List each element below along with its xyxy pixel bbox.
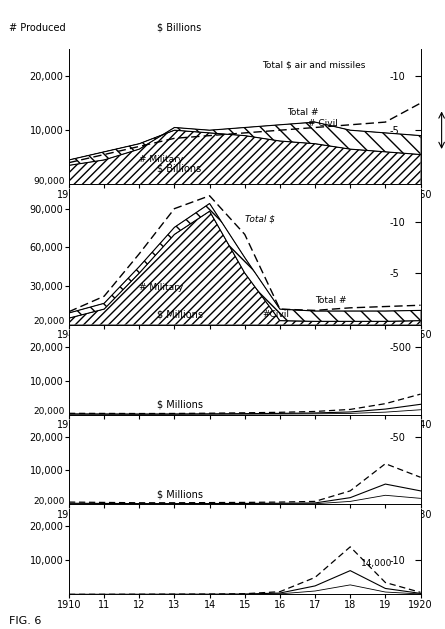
Text: 90,000: 90,000 bbox=[33, 177, 65, 186]
Text: $ Billions: $ Billions bbox=[157, 163, 201, 173]
Text: 20,000: 20,000 bbox=[33, 318, 65, 326]
Text: # Civil: # Civil bbox=[308, 119, 338, 128]
Text: 14,000: 14,000 bbox=[361, 559, 392, 567]
Text: Total #: Total # bbox=[287, 108, 319, 117]
Text: # Military: # Military bbox=[139, 155, 183, 164]
Text: $ Millions: $ Millions bbox=[157, 309, 203, 320]
Text: FIG. 6: FIG. 6 bbox=[9, 616, 41, 626]
Text: 20,000: 20,000 bbox=[33, 498, 65, 506]
Text: # Produced: # Produced bbox=[9, 23, 65, 33]
Text: $ Millions: $ Millions bbox=[157, 399, 203, 409]
Text: $ Billions: $ Billions bbox=[157, 23, 201, 33]
Text: # Military: # Military bbox=[139, 283, 183, 292]
Text: 20,000: 20,000 bbox=[33, 408, 65, 416]
Text: Total #: Total # bbox=[315, 296, 347, 304]
Text: $ Millions: $ Millions bbox=[157, 489, 203, 499]
Text: Total $ air and missiles: Total $ air and missiles bbox=[263, 61, 366, 70]
Text: #Civil: #Civil bbox=[262, 310, 289, 319]
Text: Total $: Total $ bbox=[245, 214, 275, 223]
